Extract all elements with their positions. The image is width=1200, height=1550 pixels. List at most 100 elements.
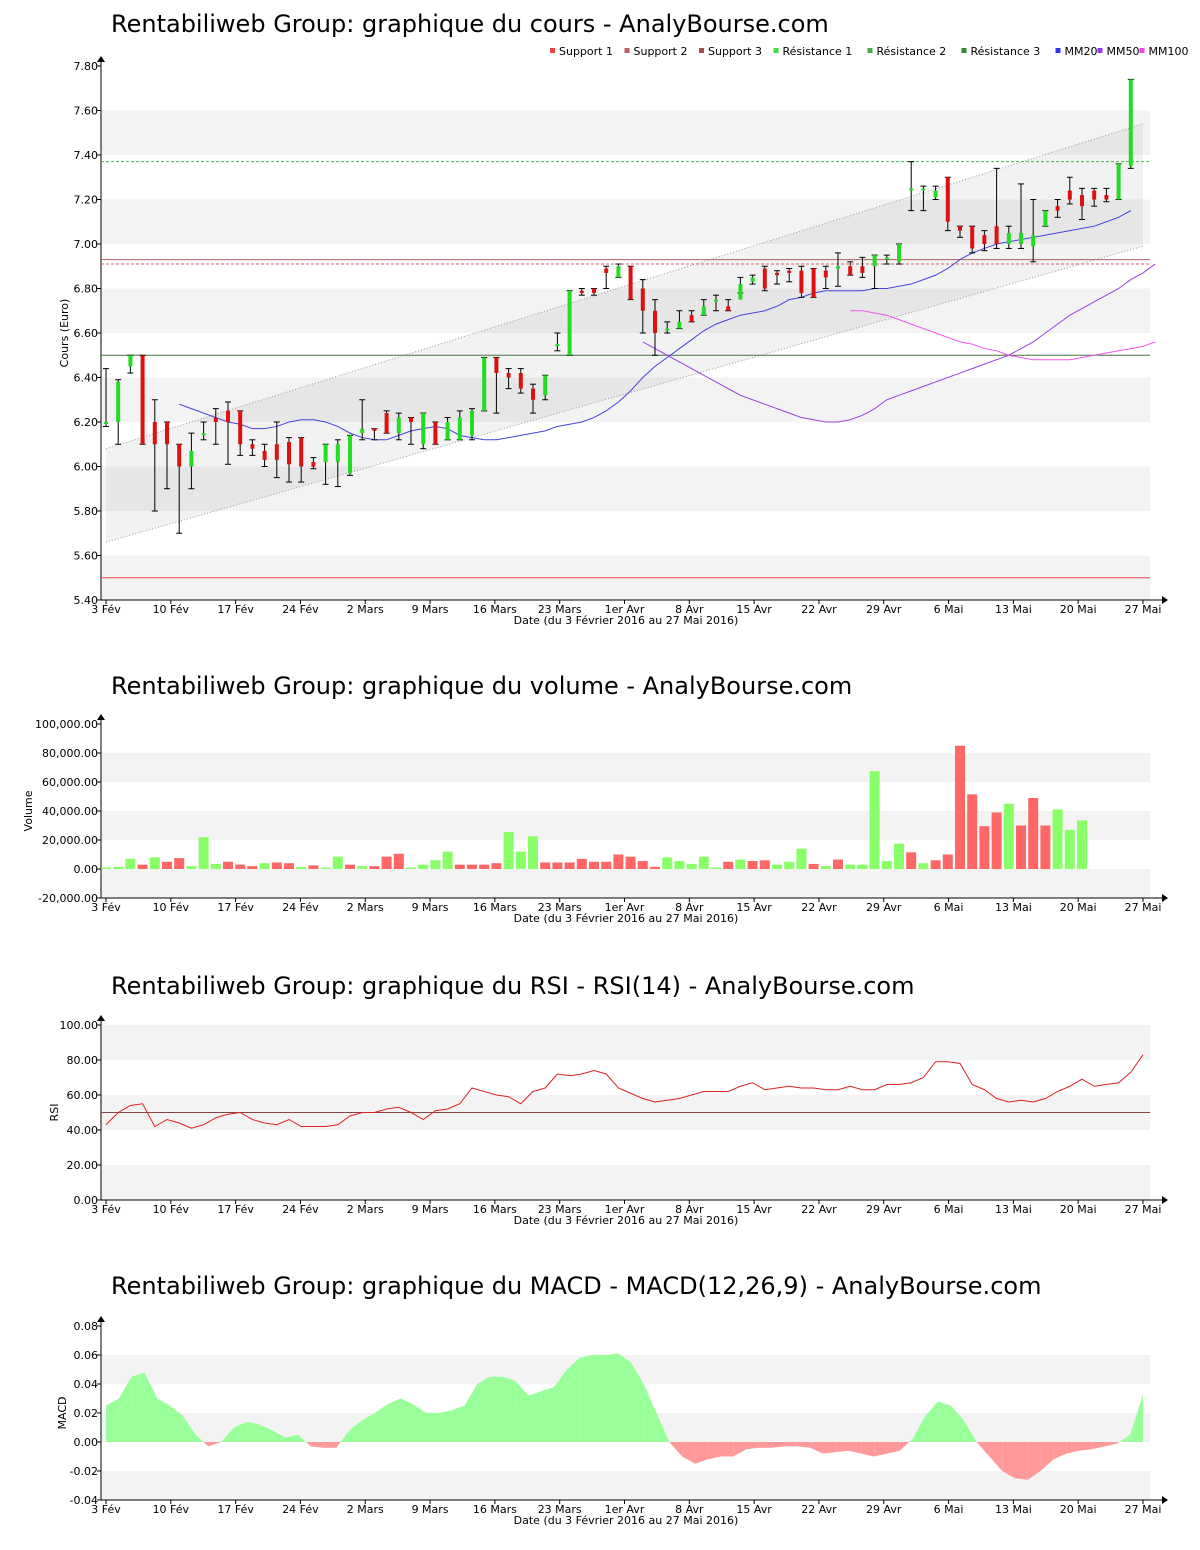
candle-body [848,266,853,276]
candle-body [543,375,548,396]
y-tick-label: -20,000.00 [38,892,98,905]
volume-bar [528,836,538,869]
volume-bar [1077,820,1087,869]
grid-band [101,1471,1150,1500]
y-tick-label: 60,000.00 [42,776,98,789]
candle-body [982,235,987,244]
candle-body [689,315,694,322]
x-tick-label: 6 Mai [934,1203,964,1216]
volume-bar [503,832,514,869]
macd-area-positive [618,1353,631,1442]
candle-body [897,244,901,262]
macd-area-positive [605,1353,619,1442]
macd-area-positive [909,1439,913,1442]
candle-body [823,270,828,278]
x-tick-label: 20 Mai [1060,1203,1097,1216]
macd-area-positive [515,1381,529,1442]
macd-area-positive [925,1401,939,1442]
candle-body [787,270,792,273]
grid-band [101,753,1150,782]
volume-bar [650,866,660,869]
macd-area-positive [298,1434,307,1442]
candle-body [201,433,206,436]
volume-bar [991,812,1002,869]
macd-area-positive [157,1398,171,1442]
candle-body [677,321,682,329]
y-tick-label: 6.40 [74,372,99,385]
volume-bar [845,864,856,869]
candle-body [116,381,121,422]
candle-body [238,410,243,445]
y-tick-label: 60.00 [67,1089,99,1102]
macd-area-positive [464,1384,478,1442]
candle-body [128,355,133,367]
macd-area-positive [170,1405,183,1442]
x-tick-label: 8 Avr [675,1503,704,1516]
candle-body [958,226,962,231]
volume-bar [393,853,404,869]
y-axis-label: RSI [48,1104,61,1122]
volume-bar [149,857,160,869]
volume-bar [491,863,502,869]
ma-line-mm100 [850,310,1156,361]
x-tick-label: 13 Mai [995,901,1032,914]
x-tick-label: 22 Avr [801,1203,837,1216]
x-tick-label: 27 Mai [1125,1503,1162,1516]
grid-band [101,869,1150,898]
x-tick-label: 10 Fév [153,901,190,914]
price-chart-title: Rentabiliweb Group: graphique du cours -… [111,10,829,38]
y-tick-label: 0.02 [74,1407,99,1420]
x-tick-label: 15 Avr [736,1503,772,1516]
candle-body [506,373,511,378]
candle-body [836,266,840,269]
rsi-chart: 0.00 20.00 40.00 60.00 80.00 100.00 3 Fév 10 Fé… [48,1015,1168,1227]
volume-bar [430,860,441,869]
x-tick-label: 13 Mai [995,1203,1032,1216]
legend-swatch [773,48,779,53]
x-tick-label: 24 Fév [282,603,319,616]
y-tick-label: 6.00 [74,461,99,474]
candle-body [775,272,779,276]
y-tick-label: 0.00 [74,1194,99,1207]
candle-body [1019,232,1023,244]
x-tick-label: 9 Mars [412,603,449,616]
legend-label: MM20 [1065,45,1098,58]
y-tick-label: 0.00 [74,863,99,876]
macd-area-positive [285,1434,299,1442]
x-tick-label: 13 Mai [995,1503,1032,1516]
y-axis-arrow [97,1316,105,1322]
candle-body [177,444,182,467]
volume-bar [296,866,307,869]
volume-bar [332,856,343,869]
volume-bar [759,860,770,869]
x-tick-label: 22 Avr [801,901,837,914]
x-tick-label: 2 Mars [347,901,384,914]
volume-bar [955,745,965,869]
volume-bar [796,848,807,869]
y-tick-label: -0.04 [70,1494,98,1507]
volume-chart-title: Rentabiliweb Group: graphique du volume … [111,672,853,700]
x-tick-label: 15 Avr [736,603,772,616]
x-tick-label: 3 Fév [91,1203,121,1216]
macd-area-positive [182,1415,196,1442]
candle-body [189,450,194,467]
volume-bar [369,866,380,869]
candle-body [1043,210,1048,227]
x-tick-label: 8 Avr [675,901,704,914]
macd-area-positive [387,1398,401,1442]
candle-body [1080,195,1084,207]
macd-chart: -0.04 -0.02 0.00 0.02 0.04 0.06 0.08 3 Fév 10 Fé… [56,1316,1168,1527]
macd-area-negative [682,1442,695,1464]
legend-label: Résistance 1 [783,45,853,58]
x-tick-label: 20 Mai [1060,1503,1097,1516]
macd-area-negative [1053,1442,1067,1460]
x-tick-label: 20 Mai [1060,901,1097,914]
volume-bar [357,866,368,869]
y-tick-label: 5.80 [74,505,99,518]
x-tick-label: 27 Mai [1125,603,1162,616]
y-tick-label: 5.40 [74,594,99,607]
legend-label: MM100 [1149,45,1189,58]
candle-body [653,310,657,333]
volume-bar [564,862,575,869]
legend-label: Support 2 [634,45,688,58]
